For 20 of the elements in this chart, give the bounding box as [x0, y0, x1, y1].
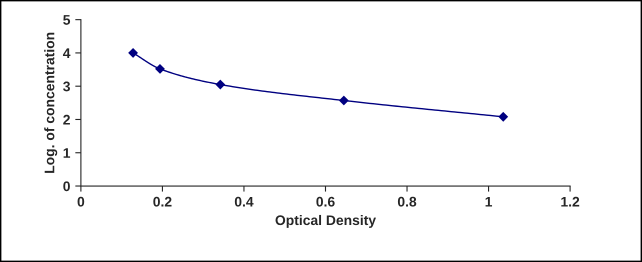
x-tick-label: 1 [486, 196, 492, 206]
y-tick-label: 5 [63, 15, 70, 25]
y-tick-label: 0 [63, 181, 70, 192]
point [216, 80, 225, 90]
x-axis-title: Optical Density [276, 214, 376, 228]
point [498, 112, 508, 122]
x-tick-label: 1.2 [561, 196, 580, 206]
x-tick-label: 0.4 [234, 196, 254, 207]
x-tick-label: 0.2 [153, 196, 172, 207]
x-tick-label: 0.8 [398, 196, 416, 207]
y-tick-label: 1 [64, 148, 70, 158]
x-tick-label: 0 [78, 196, 84, 207]
y-tick-label: 3 [63, 82, 70, 92]
point [128, 48, 138, 58]
y-tick-label: 4 [62, 48, 70, 58]
y-axis-title: Log. of concentration [44, 32, 58, 173]
y-tick-label: 2 [63, 114, 70, 125]
point [155, 64, 165, 74]
point [339, 96, 348, 106]
x-tick-label: 0.6 [316, 196, 335, 207]
